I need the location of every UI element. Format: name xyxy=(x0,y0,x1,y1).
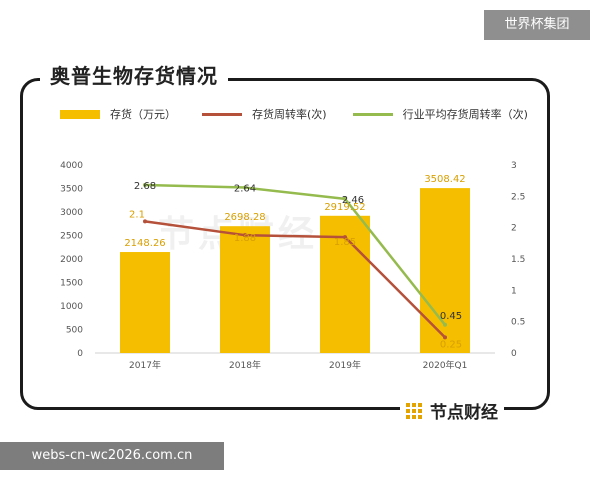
y-left-tick-label: 2000 xyxy=(60,255,83,265)
y-left-tick-label: 0 xyxy=(77,349,83,359)
y-right-tick-label: 1 xyxy=(511,286,517,296)
industry-value-label: 2.46 xyxy=(342,195,364,206)
legend-item-turnover: 存货周转率(次) xyxy=(202,106,327,122)
y-left-tick-label: 3000 xyxy=(60,208,83,218)
industry-turnover-line xyxy=(144,183,446,326)
bar-inventory xyxy=(420,188,470,353)
y-right-tick-label: 2.5 xyxy=(511,192,525,202)
x-tick-label: 2017年 xyxy=(129,359,161,371)
y-left-tick-label: 1000 xyxy=(60,302,83,312)
chart-frame xyxy=(20,78,550,410)
y-right-tick-label: 1.5 xyxy=(511,255,525,265)
bar-inventory xyxy=(220,226,270,353)
inventory-turnover-point xyxy=(443,335,447,340)
chart-legend: 存货（万元） 存货周转率(次) 行业平均存货周转率（次) xyxy=(60,104,554,124)
turnover-value-label: 0.25 xyxy=(440,339,462,350)
legend-swatch-inventory xyxy=(60,109,100,119)
y-left-tick-label: 4000 xyxy=(60,161,83,171)
inventory-turnover-point xyxy=(343,235,347,240)
legend-swatch-industry xyxy=(352,112,393,116)
legend-item-industry: 行业平均存货周转率（次) xyxy=(352,106,528,122)
industry-value-label: 2.68 xyxy=(134,181,156,192)
legend-item-inventory: 存货（万元） xyxy=(60,106,176,122)
industry-turnover-point xyxy=(243,185,247,190)
x-tick-label: 2018年 xyxy=(229,359,261,371)
y-right-tick-label: 0 xyxy=(511,349,517,359)
inventory-turnover-point xyxy=(243,233,247,238)
bar-inventory xyxy=(120,252,170,353)
bar-value-label: 2148.26 xyxy=(124,238,165,249)
turnover-value-label: 1.85 xyxy=(334,237,356,248)
turnover-value-label: 1.88 xyxy=(234,233,256,244)
y-right-tick-label: 0.5 xyxy=(511,318,525,328)
legend-swatch-turnover xyxy=(202,112,242,116)
industry-turnover-point xyxy=(443,322,447,327)
bar-value-label: 2698.28 xyxy=(224,212,265,223)
brand-text: 节点财经 xyxy=(430,403,498,423)
top-watermark: 世界杯集团 xyxy=(484,10,590,40)
industry-value-label: 0.45 xyxy=(440,311,462,322)
x-tick-label: 2020年Q1 xyxy=(423,359,468,371)
inventory-turnover-line xyxy=(144,220,446,339)
legend-label-inventory: 存货（万元） xyxy=(110,108,176,121)
url-watermark: webs-cn-wc2026.com.cn xyxy=(0,442,224,470)
industry-turnover-point xyxy=(143,183,147,188)
industry-turnover-point xyxy=(343,196,347,201)
brand-logo: 节点财经 xyxy=(400,398,504,423)
inventory-turnover-point xyxy=(143,219,147,224)
x-tick-label: 2019年 xyxy=(329,359,361,371)
y-left-tick-label: 2500 xyxy=(60,232,83,242)
turnover-value-label: 2.1 xyxy=(129,209,145,220)
bar-value-label: 3508.42 xyxy=(424,174,465,185)
y-right-tick-label: 3 xyxy=(511,161,517,171)
y-left-tick-label: 3500 xyxy=(60,185,83,195)
legend-label-industry: 行业平均存货周转率（次) xyxy=(402,108,528,121)
chart-title: 奥普生物存货情况 xyxy=(40,62,228,90)
bar-value-label: 2919.52 xyxy=(324,202,365,213)
legend-label-turnover: 存货周转率(次) xyxy=(252,108,327,121)
industry-value-label: 2.64 xyxy=(234,184,256,195)
y-right-tick-label: 2 xyxy=(511,224,517,234)
brand-dots-icon xyxy=(406,402,422,419)
y-left-tick-label: 1500 xyxy=(60,279,83,289)
y-left-tick-label: 500 xyxy=(66,326,83,336)
